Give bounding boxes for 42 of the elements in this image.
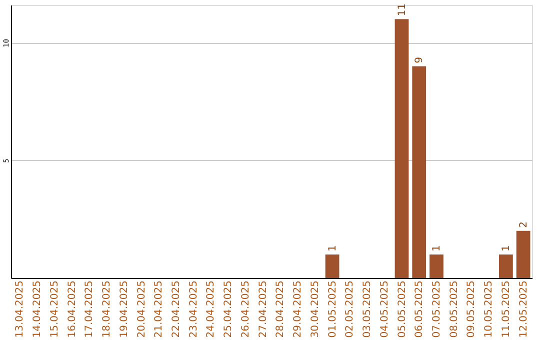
bar — [430, 254, 444, 278]
x-tick-label: 11.05.2025 — [500, 280, 512, 338]
x-tick-label: 03.05.2025 — [362, 280, 374, 338]
bar — [516, 230, 530, 278]
bar — [412, 66, 426, 278]
bar — [499, 254, 513, 278]
x-tick-label: 06.05.2025 — [414, 280, 426, 338]
x-tick-label: 18.04.2025 — [102, 280, 113, 338]
x-tick-label: 16.04.2025 — [66, 280, 78, 338]
x-tick-label: 13.04.2025 — [14, 280, 26, 338]
bar — [394, 19, 409, 278]
x-tick-label: 29.04.2025 — [292, 280, 304, 338]
data-label: 1 — [500, 245, 512, 252]
x-tick-label: 04.05.2025 — [379, 280, 390, 338]
data-label: 1 — [327, 245, 338, 252]
data-label: 11 — [396, 3, 408, 16]
x-tick-label: 10.05.2025 — [484, 280, 495, 338]
data-label: 2 — [518, 222, 530, 228]
x-tick-label: 08.05.2025 — [448, 280, 460, 338]
x-tick-label: 27.04.2025 — [258, 280, 269, 338]
x-tick-label: 20.04.2025 — [136, 280, 148, 338]
x-tick-label: 19.04.2025 — [118, 280, 130, 338]
x-tick-label: 26.04.2025 — [240, 280, 252, 338]
x-tick-label: 25.04.2025 — [223, 280, 234, 338]
x-tick-label: 28.04.2025 — [275, 280, 286, 338]
x-tick-label: 09.05.2025 — [466, 280, 478, 338]
x-tick-label: 01.05.2025 — [327, 280, 338, 338]
x-tick-label: 12.05.2025 — [518, 280, 530, 338]
x-tick-label: 23.04.2025 — [188, 280, 200, 338]
x-tick-label: 30.04.2025 — [310, 280, 321, 338]
x-tick-label: 07.05.2025 — [431, 280, 442, 338]
x-tick-label: 02.05.2025 — [344, 280, 356, 338]
bar — [325, 254, 340, 278]
x-tick-label: 21.04.2025 — [154, 280, 165, 338]
x-tick-label: 17.04.2025 — [84, 280, 96, 338]
x-tick-label: 05.05.2025 — [396, 280, 408, 338]
data-label: 1 — [431, 245, 442, 252]
data-label: 9 — [414, 56, 426, 64]
x-tick-label: 24.04.2025 — [206, 280, 217, 338]
x-tick-label: 22.04.2025 — [170, 280, 182, 338]
x-tick-label: 15.04.2025 — [49, 280, 60, 338]
x-tick-label: 14.04.2025 — [32, 280, 44, 338]
